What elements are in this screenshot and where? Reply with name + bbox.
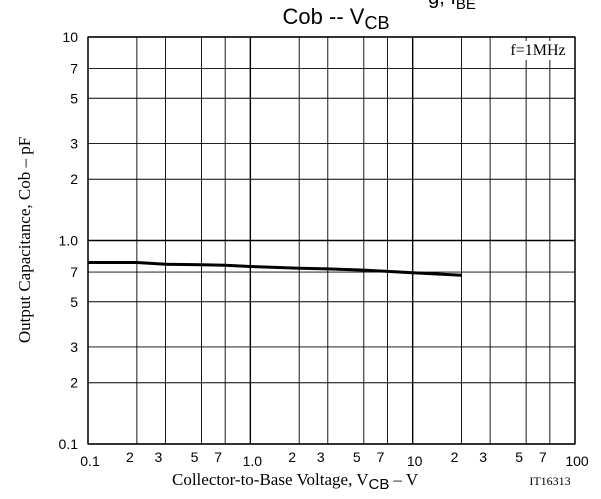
x-tick-label: 7 — [377, 449, 385, 465]
y-tick-label: 7 — [70, 264, 78, 280]
x-tick-label: 3 — [155, 449, 163, 465]
y-tick-label: 5 — [70, 294, 78, 310]
x-tick-label: 100 — [565, 453, 589, 469]
clipped-top-text: g, IBE — [428, 0, 476, 13]
x-tick-label: 5 — [191, 449, 199, 465]
y-tick-label: 5 — [70, 90, 78, 106]
y-tick-label: 0.1 — [59, 436, 79, 452]
x-tick-label: 7 — [214, 449, 222, 465]
x-tick-label: 5 — [515, 449, 523, 465]
y-tick-label: 2 — [70, 171, 78, 187]
x-tick-label: 2 — [451, 449, 459, 465]
x-tick-label: 3 — [479, 449, 487, 465]
cob-curve — [88, 261, 462, 277]
figure-id: IT16313 — [529, 474, 570, 488]
y-tick-label: 1.0 — [59, 233, 79, 249]
y-tick-label: 2 — [70, 375, 78, 391]
annotation-background — [508, 41, 568, 60]
x-tick-label: 5 — [353, 449, 361, 465]
x-tick-label: 1.0 — [243, 453, 263, 469]
y-tick-label: 7 — [70, 61, 78, 77]
x-tick-label: 2 — [126, 449, 134, 465]
x-tick-label: 0.1 — [80, 453, 100, 469]
x-tick-label: 2 — [288, 449, 296, 465]
y-tick-label: 10 — [62, 29, 78, 45]
series-group — [88, 261, 462, 277]
y-axis-label: Output Capacitance, Cob – pF — [15, 137, 34, 343]
grid-lines — [87, 36, 576, 445]
x-tick-label: 10 — [407, 453, 423, 469]
y-tick-label: 3 — [70, 135, 78, 151]
plot-frame — [87, 36, 576, 445]
x-axis-label: Collector-to-Base Voltage, VCB – V — [172, 470, 419, 493]
chart-title: Cob -- VCB — [283, 4, 390, 33]
x-tick-label: 7 — [539, 449, 547, 465]
y-tick-label: 3 — [70, 339, 78, 355]
frequency-annotation: f=1MHz — [510, 42, 565, 59]
x-tick-label: 3 — [317, 449, 325, 465]
